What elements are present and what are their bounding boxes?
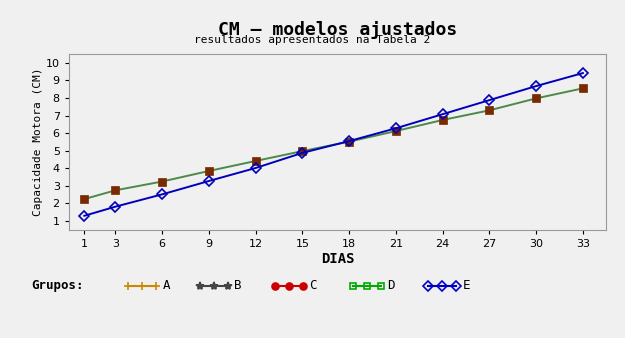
Text: D: D [388, 280, 395, 292]
Text: A: A [162, 280, 170, 292]
Title: CM – modelos ajustados: CM – modelos ajustados [218, 21, 457, 39]
Text: B: B [234, 280, 242, 292]
Text: C: C [309, 280, 317, 292]
Text: resultados apresentados na Tabela 2: resultados apresentados na Tabela 2 [194, 35, 431, 46]
Y-axis label: Capacidade Motora (CM): Capacidade Motora (CM) [33, 68, 43, 216]
Text: Grupos:: Grupos: [31, 280, 84, 292]
X-axis label: DIAS: DIAS [321, 252, 354, 266]
Text: E: E [462, 280, 470, 292]
